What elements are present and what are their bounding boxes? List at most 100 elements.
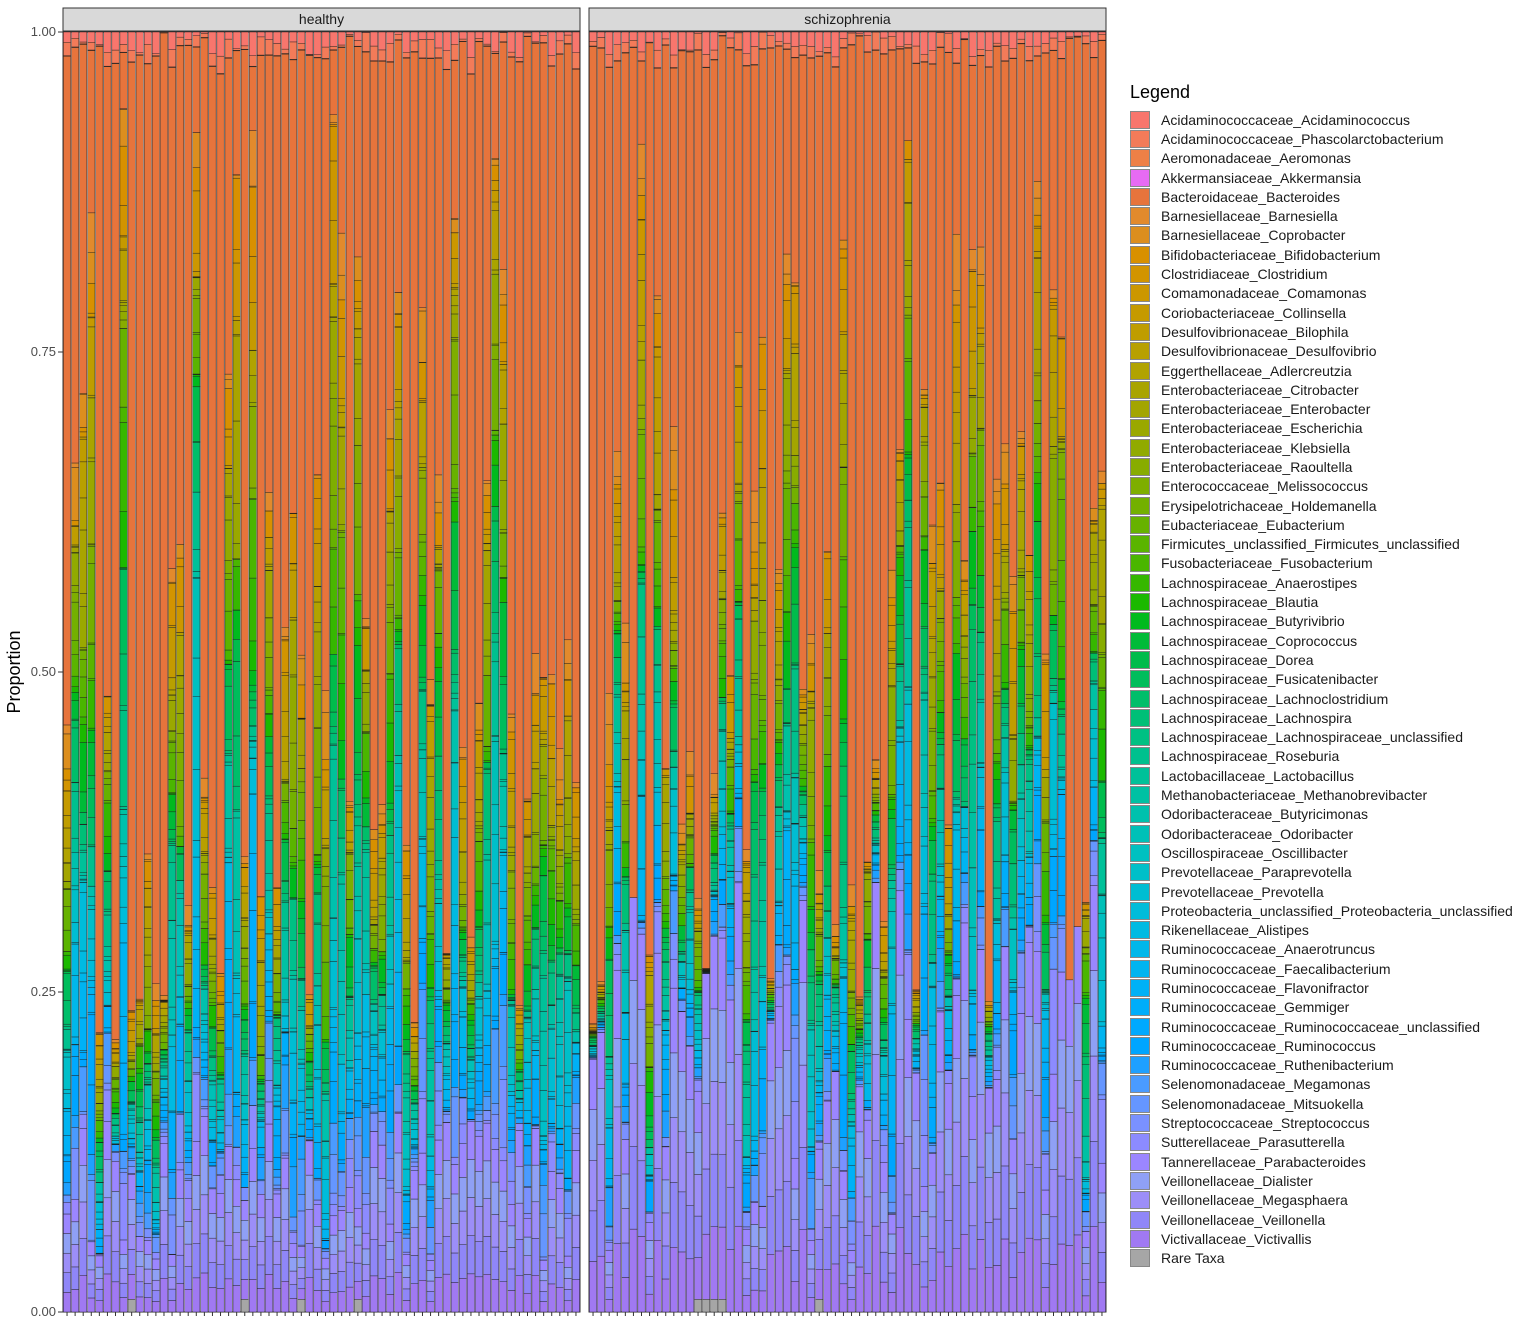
bar-segment bbox=[184, 942, 193, 960]
bar-segment bbox=[370, 961, 378, 966]
bar-segment bbox=[87, 886, 96, 897]
bar-segment bbox=[734, 484, 743, 492]
bar-segment bbox=[87, 642, 96, 645]
bar-segment bbox=[313, 807, 322, 855]
bar-segment bbox=[305, 31, 314, 55]
bar-segment bbox=[119, 145, 128, 206]
bar-segment bbox=[726, 841, 735, 848]
bar-segment bbox=[686, 867, 694, 891]
bar-segment bbox=[669, 536, 678, 578]
bar-segment bbox=[637, 551, 646, 565]
bar-segment bbox=[613, 883, 622, 912]
bar-segment bbox=[678, 939, 686, 943]
bar-segment bbox=[523, 1110, 532, 1124]
bar-segment bbox=[224, 1093, 233, 1127]
bar-segment bbox=[63, 1111, 71, 1136]
bar-segment bbox=[450, 649, 459, 654]
bar-segment bbox=[248, 1279, 257, 1313]
bar-segment bbox=[176, 966, 184, 976]
bar-segment bbox=[426, 864, 435, 878]
bar-segment bbox=[152, 56, 160, 985]
bar-segment bbox=[555, 1173, 564, 1189]
bar-segment bbox=[232, 1092, 241, 1095]
bar-segment bbox=[152, 1056, 160, 1064]
bar-segment bbox=[750, 1165, 759, 1176]
bar-segment bbox=[742, 1019, 751, 1022]
bar-segment bbox=[135, 1186, 144, 1192]
bar-segment bbox=[686, 906, 694, 910]
bar-segment bbox=[354, 1226, 362, 1246]
bar-segment bbox=[547, 1126, 556, 1129]
bar-segment bbox=[531, 938, 540, 967]
bar-segment bbox=[645, 967, 654, 972]
bar-segment bbox=[160, 995, 168, 1001]
bar-segment bbox=[143, 1120, 152, 1130]
bar-segment bbox=[200, 862, 209, 875]
bar-segment bbox=[103, 946, 112, 957]
bar-segment bbox=[321, 1069, 330, 1084]
bar-segment bbox=[629, 40, 638, 48]
bar-segment bbox=[434, 1062, 443, 1092]
bar-segment bbox=[669, 610, 678, 615]
bar-segment bbox=[95, 1034, 104, 1046]
bar-segment bbox=[402, 1251, 411, 1255]
bar-segment bbox=[402, 1201, 411, 1224]
bar-segment bbox=[459, 1278, 467, 1313]
bar-segment bbox=[362, 1031, 370, 1038]
bar-segment bbox=[564, 755, 572, 798]
bar-segment bbox=[200, 874, 209, 899]
bar-segment bbox=[499, 1147, 508, 1162]
bar-segment bbox=[613, 31, 622, 45]
bar-segment bbox=[547, 786, 556, 826]
bar-segment bbox=[418, 941, 427, 954]
bar-segment bbox=[160, 1278, 168, 1313]
bar-segment bbox=[87, 987, 96, 995]
bar-segment bbox=[297, 1010, 306, 1050]
bar-segment bbox=[426, 1170, 435, 1188]
bar-segment bbox=[160, 1176, 168, 1211]
bar-segment bbox=[257, 1217, 265, 1242]
bar-segment bbox=[345, 849, 354, 853]
bar-segment bbox=[184, 1162, 193, 1175]
bar-segment bbox=[394, 1046, 403, 1085]
bar-segment bbox=[216, 1024, 225, 1031]
bar-segment bbox=[192, 1038, 201, 1058]
bar-segment bbox=[613, 630, 622, 634]
bar-segment bbox=[750, 1085, 759, 1137]
bar-segment bbox=[394, 314, 403, 327]
bar-segment bbox=[402, 1223, 411, 1230]
bar-segment bbox=[434, 874, 443, 880]
bar-segment bbox=[168, 700, 176, 731]
bar-segment bbox=[499, 753, 508, 780]
bar-segment bbox=[621, 702, 630, 707]
bar-segment bbox=[79, 716, 88, 725]
bar-segment bbox=[742, 864, 751, 868]
bar-segment bbox=[523, 964, 532, 992]
bar-segment bbox=[143, 1015, 152, 1029]
bar-segment bbox=[168, 1288, 176, 1301]
bar-segment bbox=[418, 541, 427, 557]
bar-segment bbox=[467, 980, 475, 991]
bar-segment bbox=[434, 1277, 443, 1313]
bar-segment bbox=[329, 317, 338, 322]
bar-segment bbox=[362, 826, 370, 841]
bar-segment bbox=[450, 232, 459, 259]
bar-segment bbox=[710, 826, 719, 829]
bar-segment bbox=[418, 1038, 427, 1092]
bar-segment bbox=[184, 1008, 193, 1016]
bar-segment bbox=[345, 812, 354, 831]
bar-segment bbox=[71, 1056, 79, 1076]
bar-segment bbox=[192, 277, 201, 290]
bar-segment bbox=[386, 438, 394, 471]
bar-segment bbox=[523, 1236, 532, 1256]
bar-segment bbox=[531, 832, 540, 835]
bar-segment bbox=[119, 406, 128, 423]
bar-segment bbox=[694, 1067, 702, 1078]
bar-segment bbox=[200, 1059, 209, 1068]
bar-segment bbox=[539, 744, 548, 747]
bar-segment bbox=[475, 909, 483, 927]
bar-segment bbox=[621, 867, 630, 877]
bar-segment bbox=[718, 512, 727, 519]
bar-segment bbox=[152, 1034, 160, 1053]
bar-segment bbox=[410, 1119, 419, 1124]
